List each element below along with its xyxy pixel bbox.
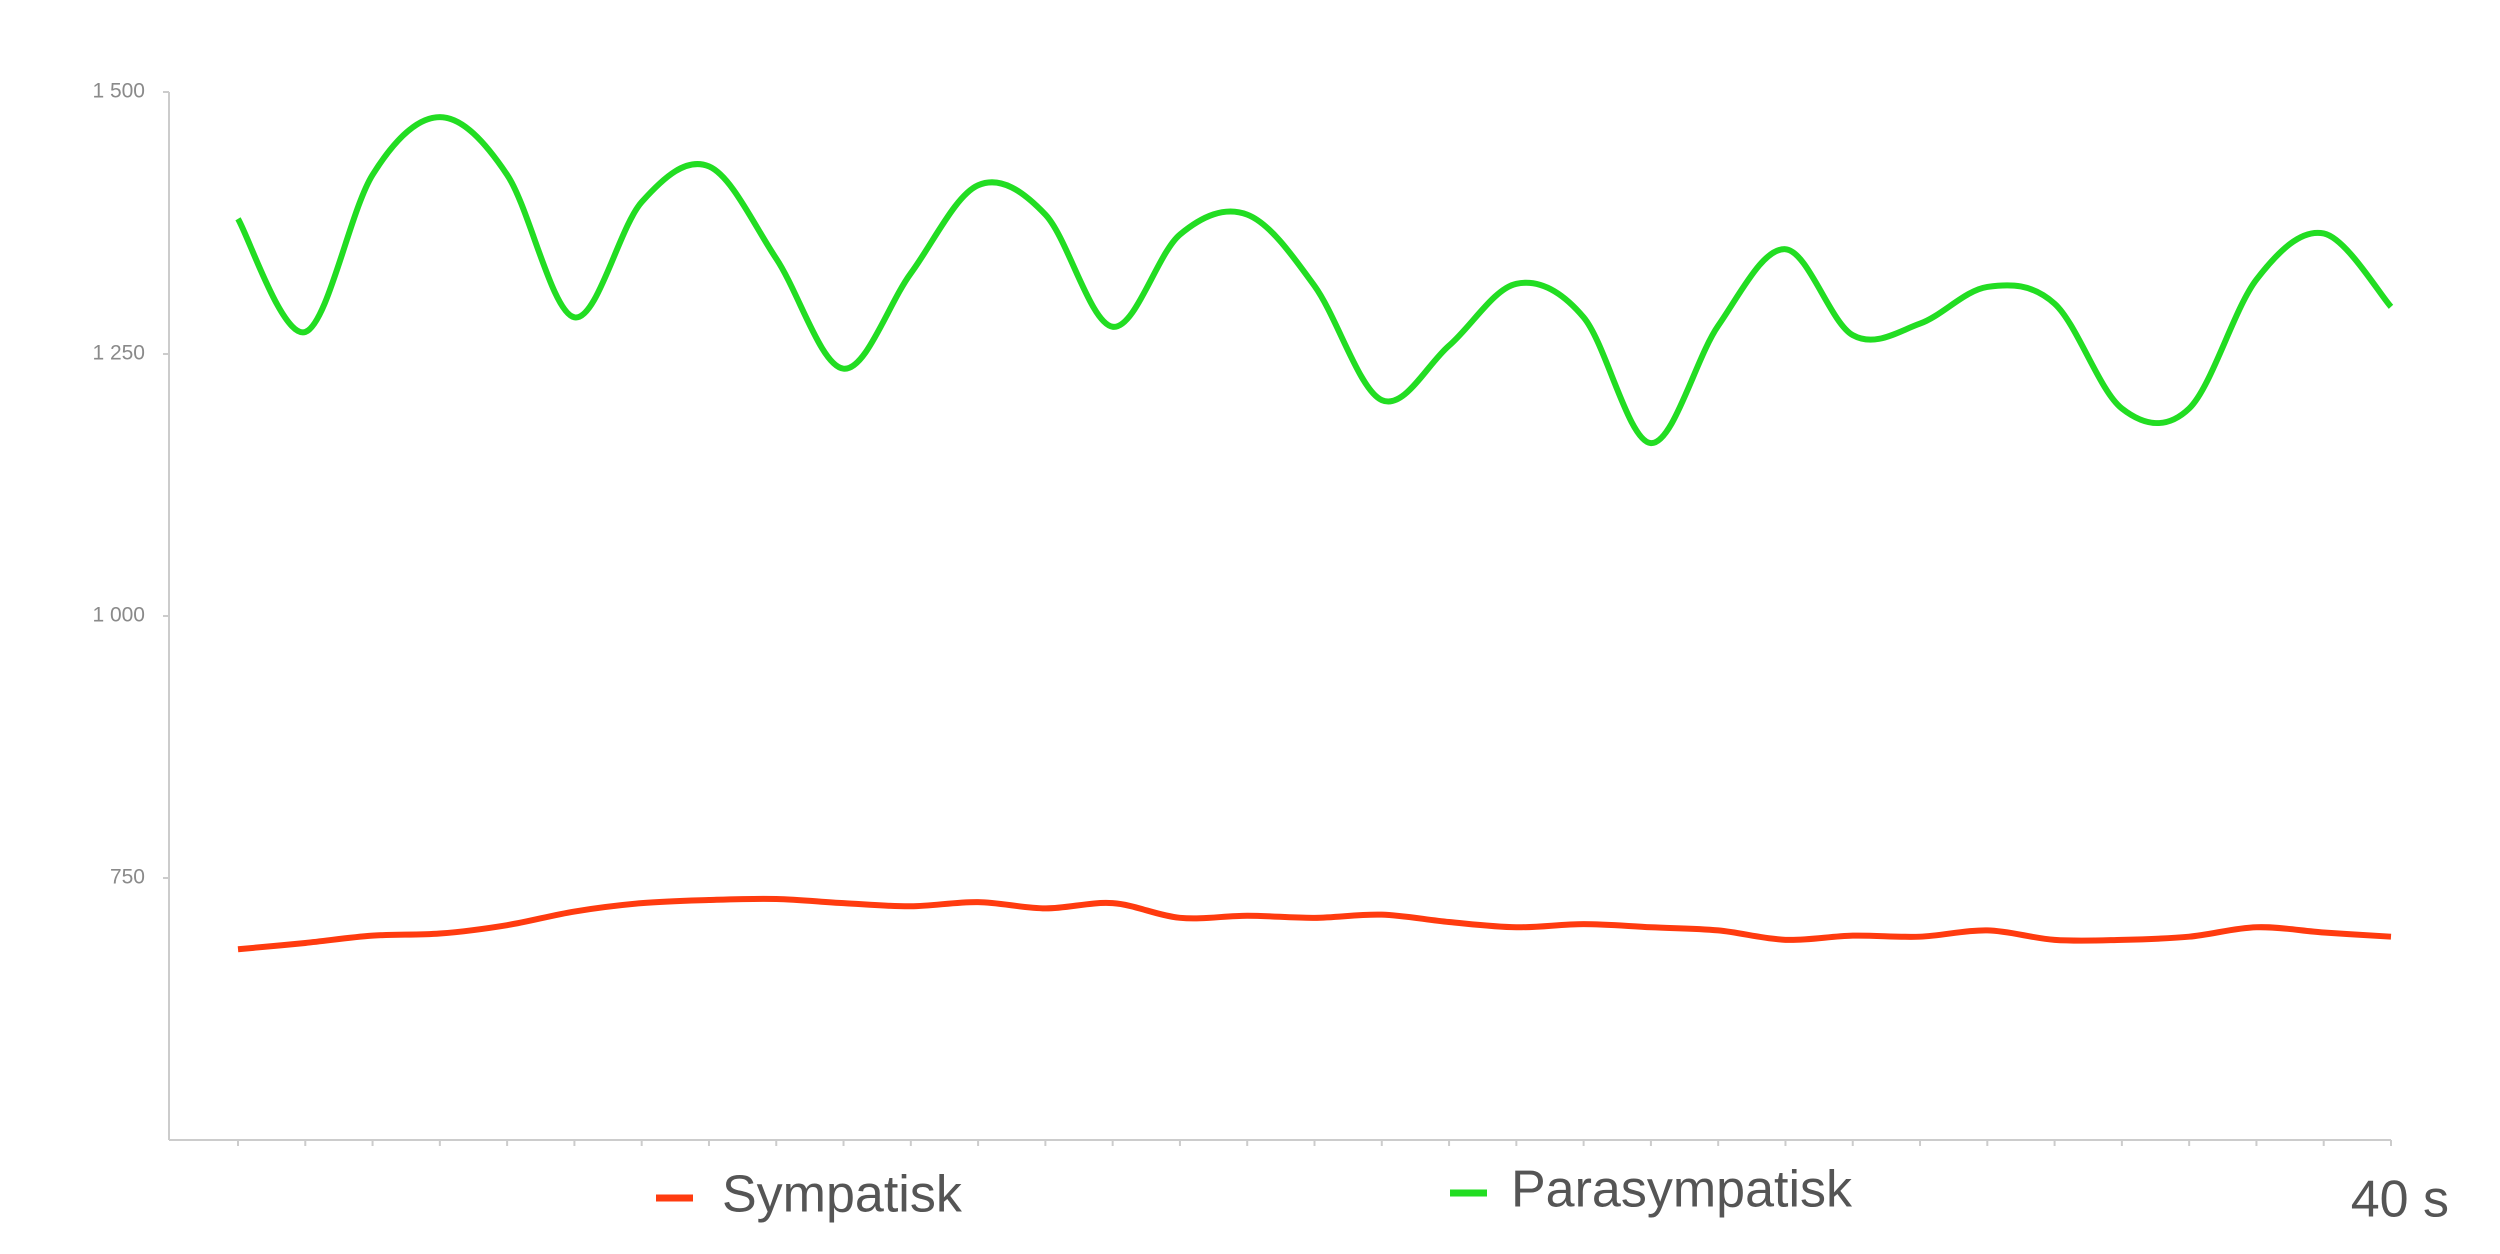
y-tick-label: 750 <box>110 866 145 889</box>
y-tick-label: 1 000 <box>92 604 145 627</box>
y-tick-label: 1 250 <box>92 342 145 365</box>
series-line <box>237 895 2392 953</box>
legend-label: Parasympatisk <box>1511 1161 1853 1219</box>
series-line <box>235 114 2394 447</box>
x-tick-label: 40 s <box>2351 1171 2449 1229</box>
legend-label: Sympatisk <box>722 1166 963 1224</box>
y-tick-label: 1 500 <box>92 80 145 103</box>
